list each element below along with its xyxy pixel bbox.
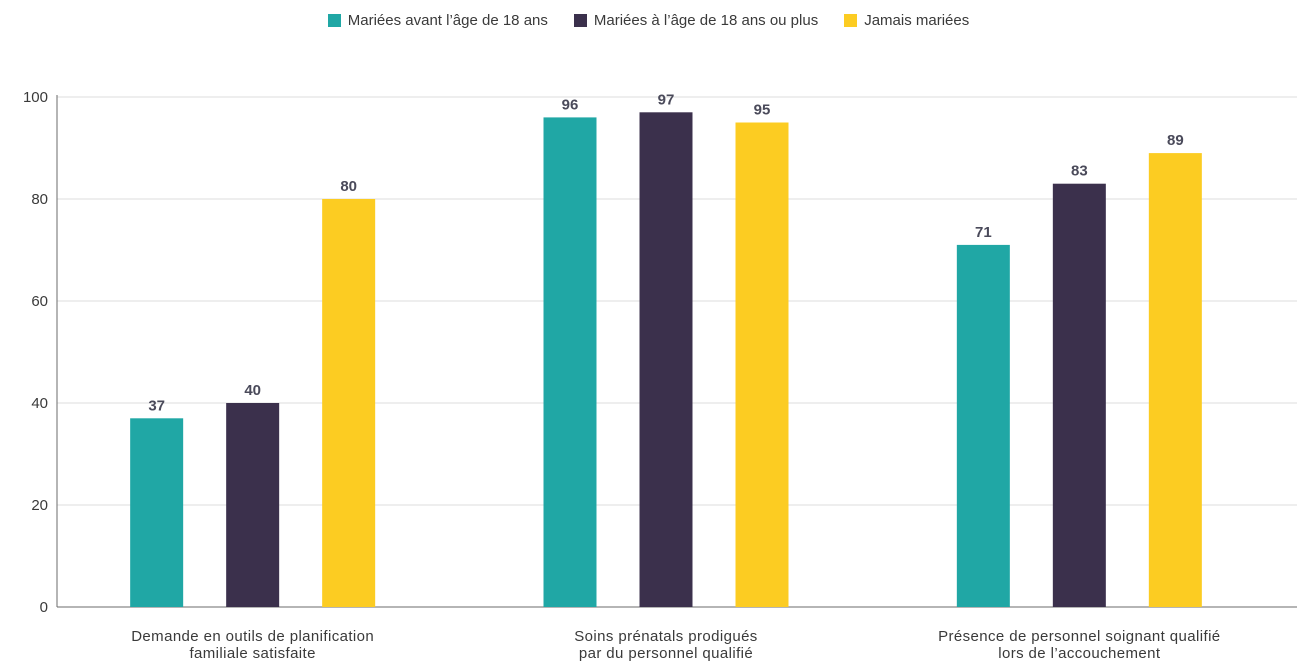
bar <box>1052 183 1106 607</box>
data-label: 37 <box>148 397 165 414</box>
legend-label-never-married: Jamais mariées <box>864 12 970 29</box>
data-label: 80 <box>340 178 357 195</box>
bar <box>130 418 184 607</box>
data-label: 97 <box>658 91 675 108</box>
y-tick-label: 100 <box>23 89 48 106</box>
legend-swatch-never-married <box>844 14 858 27</box>
x-tick-label: par du personnel qualifié <box>579 645 753 662</box>
y-tick-label: 0 <box>40 599 48 616</box>
data-label: 95 <box>754 102 771 119</box>
y-tick-label: 20 <box>31 497 48 514</box>
data-label: 83 <box>1071 163 1088 180</box>
data-label: 71 <box>975 224 992 241</box>
x-tick-label: Demande en outils de planification <box>131 628 374 645</box>
legend-label-married-18-or-more: Mariées à l’âge de 18 ans ou plus <box>593 12 819 29</box>
chart-legend: Mariées avant l’âge de 18 ans Mariées à … <box>0 12 1297 29</box>
bar <box>956 244 1010 607</box>
y-tick-label: 60 <box>31 293 48 310</box>
bar <box>639 112 693 608</box>
legend-item-married-before-18: Mariées avant l’âge de 18 ans <box>327 12 548 29</box>
legend-item-never-married: Jamais mariées <box>844 12 969 29</box>
bar <box>226 403 280 607</box>
x-tick-label: familiale satisfaite <box>189 645 315 662</box>
bar <box>735 122 789 607</box>
x-tick-label: Soins prénatals prodigués <box>574 628 757 645</box>
bar <box>543 117 597 608</box>
x-tick-label: lors de l’accouchement <box>998 645 1161 662</box>
y-tick-label: 80 <box>31 191 48 208</box>
data-label: 89 <box>1167 132 1184 149</box>
data-label: 96 <box>562 96 579 113</box>
bar <box>322 199 376 607</box>
legend-swatch-married-before-18 <box>327 14 341 27</box>
x-tick-label: Présence de personnel soignant qualifié <box>938 628 1220 645</box>
data-label: 40 <box>244 382 261 399</box>
legend-swatch-married-18-or-more <box>573 14 587 27</box>
legend-item-married-18-or-more: Mariées à l’âge de 18 ans ou plus <box>573 12 819 29</box>
legend-label-married-before-18: Mariées avant l’âge de 18 ans <box>347 12 548 29</box>
y-tick-label: 40 <box>31 395 48 412</box>
bar <box>1148 153 1202 607</box>
